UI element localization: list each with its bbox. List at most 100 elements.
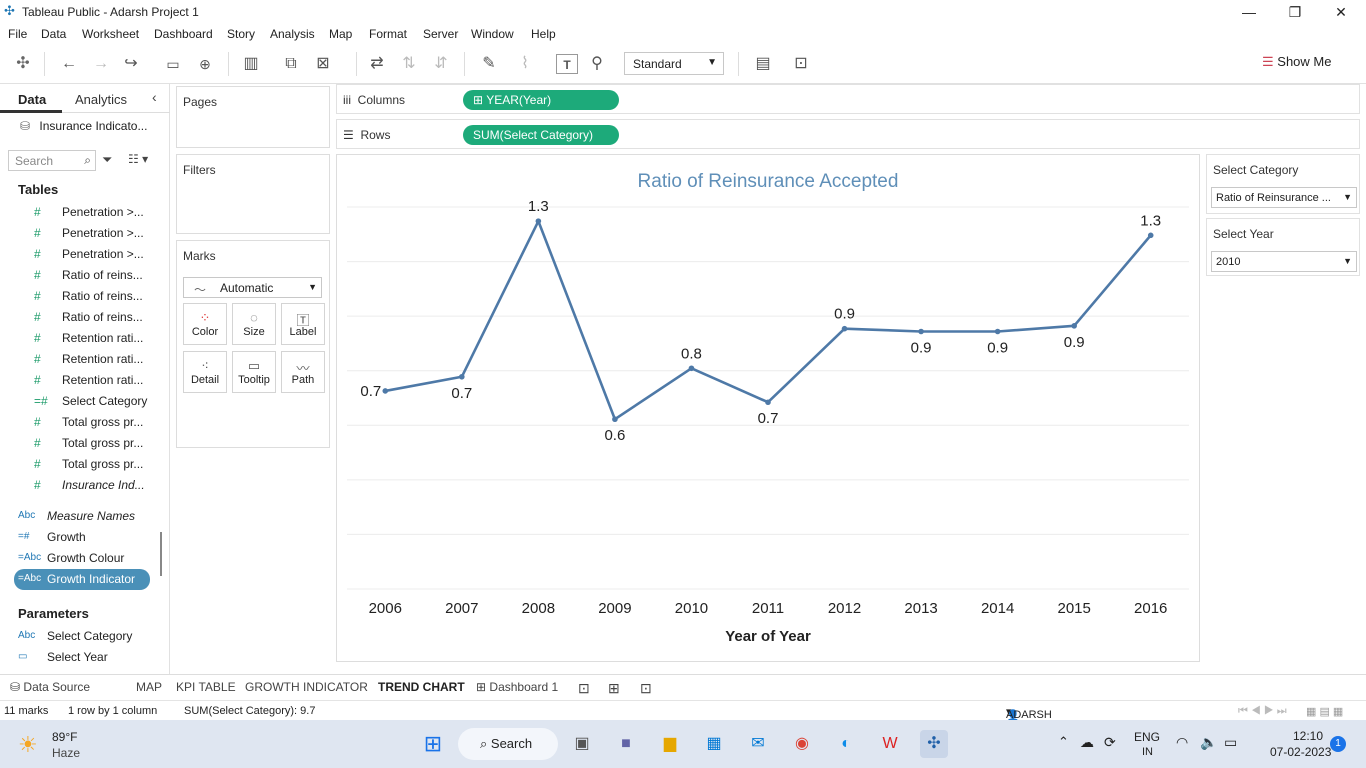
new-sheet-icon[interactable]: ⊡ xyxy=(578,680,590,696)
menu-format[interactable]: Format xyxy=(369,27,408,41)
menu-server[interactable]: Server xyxy=(423,27,459,41)
menu-window[interactable]: Window xyxy=(471,27,514,41)
data-point[interactable] xyxy=(1147,232,1154,239)
teams-icon[interactable]: ■ xyxy=(621,735,631,752)
search-input[interactable]: Search ⌕ xyxy=(8,150,96,171)
sync-icon[interactable]: ⟳ xyxy=(1104,734,1116,750)
edge-icon[interactable]: ◐ xyxy=(841,735,851,752)
field-item[interactable]: =Abc Growth Indicator xyxy=(14,569,150,590)
tab-kpi-table[interactable]: KPI TABLE xyxy=(176,680,236,694)
detail-button[interactable]: ⁖ Detail xyxy=(183,351,227,393)
tooltip-button[interactable]: ▭ Tooltip xyxy=(232,351,276,393)
field-item[interactable]: # Total gross pr... xyxy=(0,412,160,433)
windows-start-icon[interactable]: ⊞ xyxy=(423,731,443,756)
data-point[interactable] xyxy=(535,218,542,224)
duplicate-sheet-icon[interactable]: ⧉ xyxy=(285,55,297,72)
field-item[interactable]: # Retention rati... xyxy=(0,349,160,370)
tab-analytics[interactable]: Analytics xyxy=(75,92,128,107)
menu-story[interactable]: Story xyxy=(227,27,256,41)
clock-time[interactable]: 12:10 xyxy=(1293,729,1324,743)
field-item[interactable]: # Penetration >... xyxy=(0,223,160,244)
line-chart[interactable]: Ratio of Reinsurance Accepted 0.7 0.71.30… xyxy=(337,155,1199,661)
select-year-dropdown[interactable]: 2010 ▼ xyxy=(1211,251,1357,272)
field-item[interactable]: # Ratio of reins... xyxy=(0,265,160,286)
field-item[interactable]: =# Select Category xyxy=(0,391,160,412)
columns-shelf[interactable]: iii Columns ⊞ YEAR(Year) xyxy=(336,84,1360,114)
data-point[interactable] xyxy=(382,388,389,394)
show-me-button[interactable]: ☰ Show Me xyxy=(1262,54,1331,70)
sheet-nav-icon[interactable]: ⏮ ◀ ▶ ⏭ xyxy=(1238,705,1287,717)
field-item[interactable]: =Abc Growth Colour xyxy=(0,548,160,569)
tableau-home-icon[interactable]: ✣ xyxy=(16,55,30,72)
color-button[interactable]: ⁘ Color xyxy=(183,303,227,345)
data-point[interactable] xyxy=(918,328,924,335)
replay-icon[interactable]: ↪ xyxy=(124,55,138,72)
tab-growth-indicator[interactable]: GROWTH INDICATOR xyxy=(245,680,368,694)
trend-line[interactable] xyxy=(385,219,1152,421)
mail-icon[interactable]: ✉ xyxy=(751,735,765,752)
filters-card[interactable]: Filters xyxy=(176,154,330,234)
sum-pill[interactable]: SUM(Select Category) xyxy=(463,125,619,145)
undo-icon[interactable]: ← xyxy=(61,55,77,72)
field-item[interactable]: # Penetration >... xyxy=(0,202,160,223)
clear-sheet-icon[interactable]: ⊠ xyxy=(316,55,330,72)
notification-badge[interactable]: 1 xyxy=(1330,736,1346,752)
language-label[interactable]: ENG xyxy=(1134,730,1161,744)
field-item[interactable]: # Retention rati... xyxy=(0,328,160,349)
tab-trend-chart[interactable]: TREND CHART xyxy=(378,680,465,694)
field-item[interactable]: ▭ Select Year xyxy=(0,647,160,668)
new-worksheet-icon[interactable]: ▥ xyxy=(243,55,259,72)
presentation-icon[interactable]: ⊡ xyxy=(794,55,808,72)
tab-data-source[interactable]: ⛁ Data Source xyxy=(10,680,90,694)
field-item[interactable]: Abc Select Category xyxy=(0,626,160,647)
field-item[interactable]: # Ratio of reins... xyxy=(0,286,160,307)
show-labels-icon[interactable]: T xyxy=(556,54,578,74)
menu-file[interactable]: File xyxy=(8,27,28,41)
chrome-icon[interactable]: ◉ xyxy=(795,735,809,752)
battery-icon[interactable]: ▭ xyxy=(1224,734,1238,750)
fit-select[interactable]: Standard ▼ xyxy=(624,52,724,75)
label-button[interactable]: 🅃 Label xyxy=(281,303,325,345)
wifi-icon[interactable]: ◠ xyxy=(1176,734,1189,750)
highlight-icon[interactable]: ✎ xyxy=(482,55,496,72)
data-point[interactable] xyxy=(994,328,1001,335)
field-list-scrollbar[interactable] xyxy=(160,532,162,576)
menu-analysis[interactable]: Analysis xyxy=(270,27,315,41)
pages-card[interactable]: Pages xyxy=(176,86,330,148)
data-point[interactable] xyxy=(612,416,618,423)
mark-type-select[interactable]: 〜 Automatic ▼ xyxy=(183,277,322,298)
swap-icon[interactable]: ⇄ xyxy=(370,55,384,72)
weather-icon[interactable]: ☀ xyxy=(18,732,38,757)
select-category-dropdown[interactable]: Ratio of Reinsurance ... ▼ xyxy=(1211,187,1357,208)
menu-dashboard[interactable]: Dashboard xyxy=(154,27,213,41)
field-item[interactable]: =# Growth xyxy=(0,527,160,548)
menu-data[interactable]: Data xyxy=(41,27,67,41)
clock-date[interactable]: 07-02-2023 xyxy=(1270,745,1332,759)
onedrive-icon[interactable]: ☁ xyxy=(1080,734,1094,750)
data-point[interactable] xyxy=(841,325,848,332)
series-line[interactable]: 0.7 0.7 1.3 0.6 0.8 0.7 0.9 0.9 0.9 0.9 1.3 xyxy=(360,198,1161,444)
user-menu[interactable]: 👤 ADARSH DUBEY ▾ xyxy=(1006,705,1052,733)
viz-area[interactable]: Ratio of Reinsurance Accepted 0.7 0.7 1.3 0… xyxy=(336,154,1200,662)
field-item[interactable]: # Total gross pr... xyxy=(0,454,160,475)
group-icon[interactable]: ⌇ xyxy=(521,55,529,72)
new-datasource-icon[interactable]: ⊕ xyxy=(199,56,211,72)
close-button[interactable]: ✕ xyxy=(1335,4,1347,20)
data-point[interactable] xyxy=(688,365,695,372)
tab-dashboard-1[interactable]: ⊞ Dashboard 1 xyxy=(476,680,558,694)
sort-desc-icon[interactable]: ⇵ xyxy=(434,55,448,72)
wps-icon[interactable]: W xyxy=(882,735,898,752)
tab-data[interactable]: Data xyxy=(18,92,47,107)
path-button[interactable]: 〰 Path xyxy=(281,351,325,393)
chevron-up-icon[interactable]: ⌃ xyxy=(1058,734,1069,749)
size-button[interactable]: ◌ Size xyxy=(232,303,276,345)
taskbar-search[interactable]: ⌕ Search xyxy=(458,728,558,760)
datasource-item[interactable]: ⛁ Insurance Indicato... xyxy=(20,119,147,133)
year-pill[interactable]: ⊞ YEAR(Year) xyxy=(463,90,619,110)
tab-map[interactable]: MAP xyxy=(136,680,163,694)
field-item[interactable]: # Insurance Ind... xyxy=(0,475,160,496)
data-point[interactable] xyxy=(1071,323,1077,329)
view-list-icon[interactable]: ☷ ▾ xyxy=(128,152,149,166)
redo-icon[interactable]: → xyxy=(93,55,109,72)
filter-icon[interactable]: ⏷ xyxy=(102,152,113,167)
